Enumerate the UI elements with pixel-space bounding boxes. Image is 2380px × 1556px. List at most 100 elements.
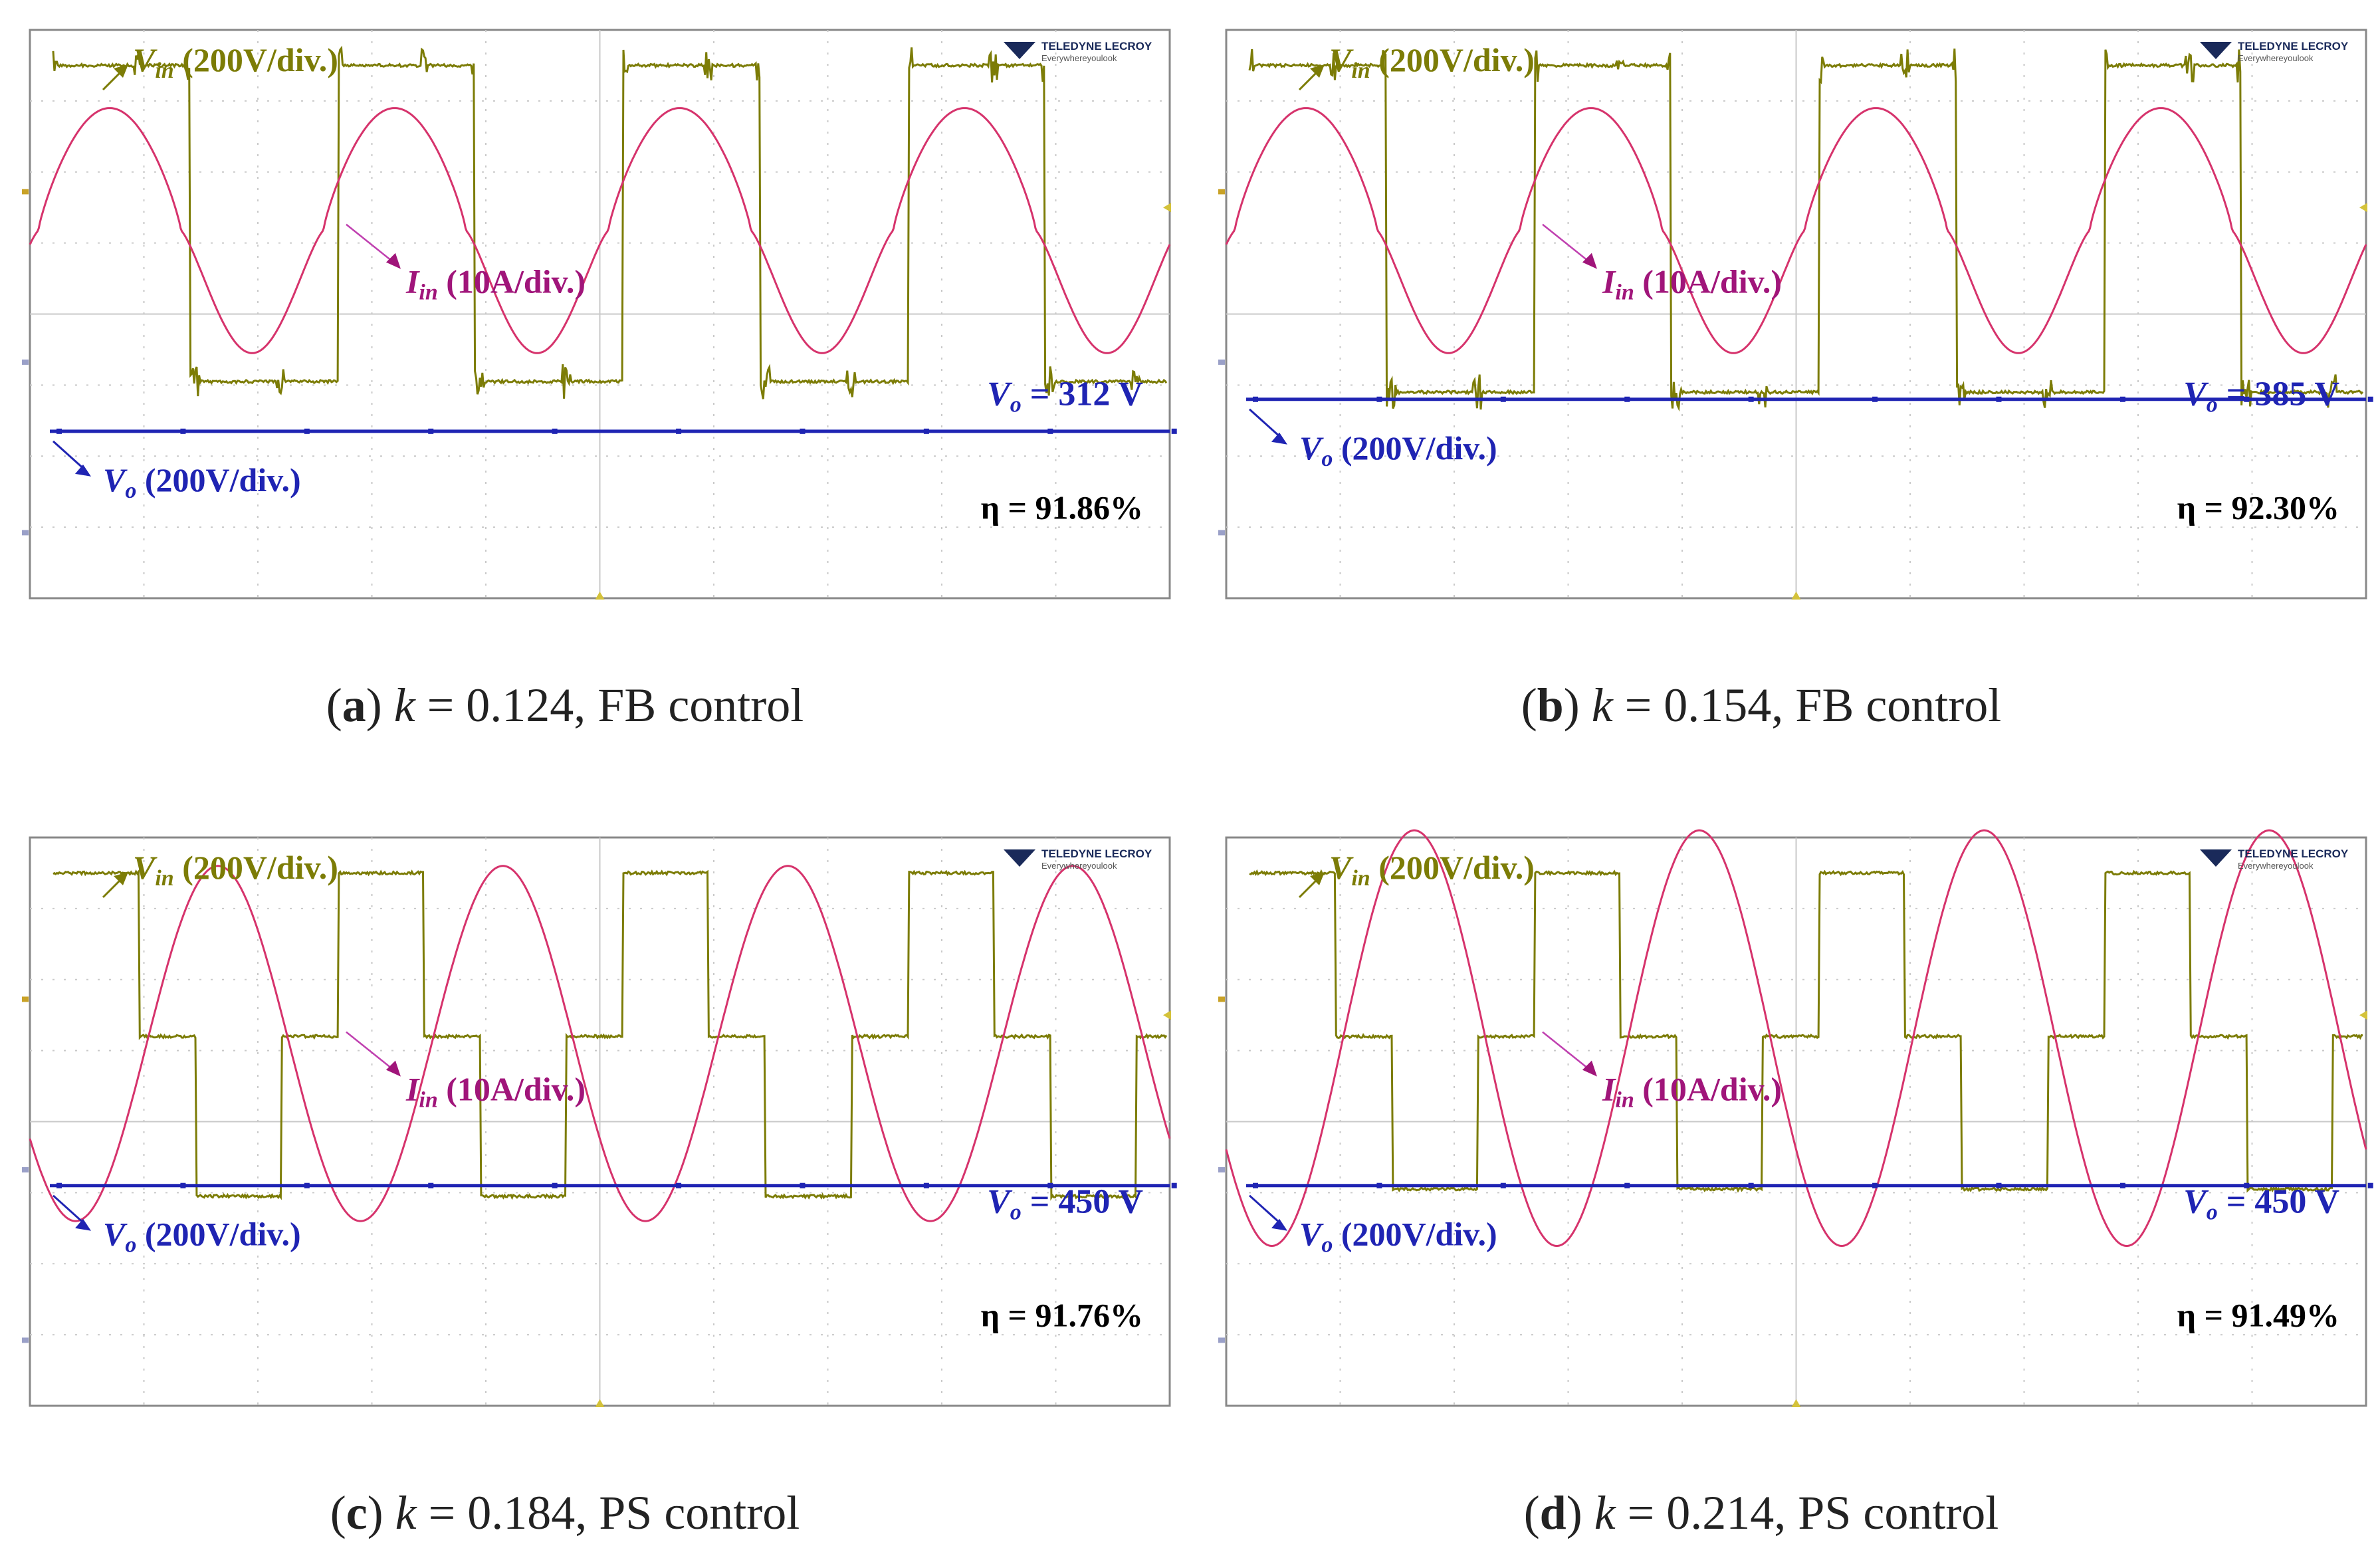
iin-scale: (10A/div.) [438, 263, 586, 300]
caption-b: (b) k = 0.154, FB control [1521, 679, 2002, 732]
logo-brand: TELEDYNE LECROY [1041, 40, 1152, 53]
vin-scale: (200V/div.) [174, 41, 338, 78]
vo-trace-marker [56, 1183, 62, 1188]
vo-trace-marker [1172, 429, 1177, 434]
vo-trace-marker [2368, 1183, 2373, 1188]
eta-symbol: η [981, 489, 1000, 526]
caption-d: (d) k = 0.214, PS control [1524, 1486, 1999, 1539]
caption-text: = 0.124, FB control [415, 679, 804, 732]
ch-marker-2 [1218, 360, 1225, 365]
vo-subscript: o [125, 479, 136, 503]
panel-a: TELEDYNE LECROYEverywhereyoulook Vin (200… [22, 30, 1177, 600]
caption-letter: a [342, 679, 366, 732]
caption-paren-close: ) [366, 679, 394, 732]
vo-trace-marker [304, 429, 310, 434]
vo-trace-marker [676, 1183, 681, 1188]
vo-trace-marker [2120, 397, 2125, 402]
caption-k: k [1592, 679, 1614, 732]
vin-scale: (200V/div.) [1370, 849, 1535, 886]
vin-scale: (200V/div.) [1370, 41, 1535, 78]
caption-paren-close: ) [1564, 679, 1592, 732]
vo-trace-marker [1624, 1183, 1630, 1188]
vo-trace-marker [800, 1183, 805, 1188]
vo-trace-marker [1253, 397, 1258, 402]
ch-marker-2 [22, 1167, 29, 1172]
vo-trace-marker [924, 1183, 929, 1188]
vin-subscript: in [1351, 866, 1370, 891]
ch-marker-3 [1218, 1337, 1225, 1343]
caption-paren-close: ) [1567, 1486, 1594, 1539]
vo-symbol: V [1299, 429, 1324, 467]
panel-d: TELEDYNE LECROYEverywhereyoulookVin (200… [1218, 830, 2373, 1407]
vo-value-symbol: V [987, 375, 1013, 413]
caption-letter: d [1540, 1486, 1567, 1539]
logo-tagline: Everywhereyoulook [1041, 861, 1117, 871]
vo-trace-marker [1872, 1183, 1878, 1188]
iin-symbol: I [405, 1071, 420, 1108]
eta-symbol: η [2177, 489, 2196, 526]
ch-marker-1 [22, 996, 29, 1002]
caption-k: k [394, 679, 417, 732]
ch-marker-1 [22, 189, 29, 194]
vo-subscript: o [1321, 447, 1333, 471]
caption-letter: c [346, 1486, 368, 1539]
iin-subscript: in [1615, 280, 1634, 305]
vo-value-symbol: V [2183, 1182, 2209, 1220]
iin-subscript: in [419, 1088, 437, 1113]
vo-symbol: V [103, 1216, 128, 1253]
vo-scale: (200V/div.) [1333, 1216, 1497, 1253]
vo-value-subscript: o [1010, 392, 1022, 417]
logo-tagline: Everywhereyoulook [2238, 861, 2314, 871]
vo-scale: (200V/div.) [136, 461, 300, 499]
vo-trace-marker [552, 1183, 558, 1188]
caption-text: = 0.214, PS control [1616, 1486, 1999, 1539]
eta-symbol: η [981, 1296, 1000, 1333]
eta-number: = 91.86% [1000, 489, 1143, 526]
vo-value-number: = 450 V [2218, 1182, 2339, 1220]
ch-marker-2 [1218, 1167, 1225, 1172]
vo-value-number: = 450 V [1022, 1182, 1143, 1220]
vo-trace-marker [304, 1183, 310, 1188]
eta-number: = 91.49% [2196, 1296, 2339, 1333]
vo-scale: (200V/div.) [1333, 429, 1497, 467]
caption-k: k [1594, 1486, 1617, 1539]
iin-subscript: in [419, 280, 437, 305]
vo-trace-marker [428, 1183, 433, 1188]
ch-marker-3 [22, 530, 29, 535]
ch-marker-3 [22, 1337, 29, 1343]
ch-marker-1 [1218, 189, 1225, 194]
ch-marker-1 [1218, 996, 1225, 1002]
vo-value-number: = 385 V [2218, 375, 2339, 413]
vo-trace-marker [676, 429, 681, 434]
eta-number: = 91.76% [1000, 1296, 1143, 1333]
vo-trace-marker [1172, 1183, 1177, 1188]
vo-trace-marker [2120, 1183, 2125, 1188]
vin-symbol: V [133, 41, 158, 78]
vo-value-subscript: o [1010, 1200, 1022, 1224]
caption-paren-open: ( [326, 679, 342, 732]
vo-value-subscript: o [2207, 1200, 2218, 1224]
vin-symbol: V [1329, 41, 1354, 78]
vo-trace-marker [1996, 397, 2001, 402]
vo-trace-marker [1749, 397, 1754, 402]
vo-value-number: = 312 V [1022, 375, 1143, 413]
caption-k: k [395, 1486, 418, 1539]
caption-letter: b [1537, 679, 1564, 732]
caption-paren-open: ( [330, 1486, 346, 1539]
vo-trace-marker [1376, 1183, 1382, 1188]
ch-marker-2 [22, 360, 29, 365]
vo-symbol: V [1299, 1216, 1324, 1253]
logo-tagline: Everywhereyoulook [1041, 53, 1117, 63]
vo-trace-marker [1501, 397, 1506, 402]
vin-subscript: in [155, 58, 173, 83]
iin-symbol: I [405, 263, 420, 300]
vo-subscript: o [125, 1233, 136, 1258]
efficiency-value: η = 91.86% [981, 489, 1143, 526]
eta-number: = 92.30% [2196, 489, 2339, 526]
vo-value-symbol: V [2183, 375, 2209, 413]
vo-value-symbol: V [987, 1182, 1013, 1220]
efficiency-value: η = 92.30% [2177, 489, 2339, 526]
vin-subscript: in [1351, 58, 1370, 83]
vin-subscript: in [155, 866, 173, 891]
iin-symbol: I [1602, 263, 1616, 300]
